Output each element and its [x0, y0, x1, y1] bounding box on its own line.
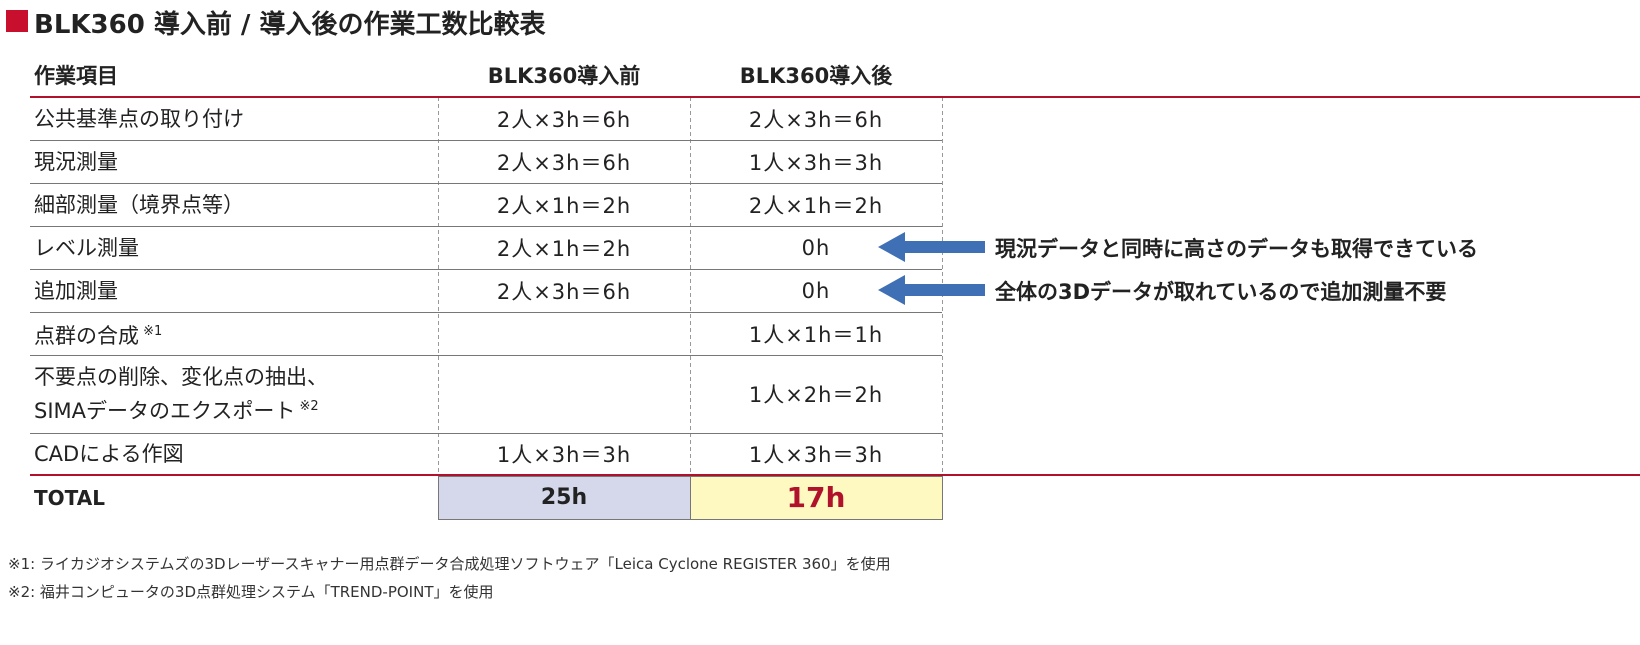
item-text: 細部測量（境界点等） — [34, 192, 244, 217]
item-line: 不要点の削除、変化点の抽出、 — [34, 362, 434, 392]
value-cell: 2人×3h＝6h — [748, 107, 884, 132]
value-cell: 2人×3h＝6h — [496, 279, 632, 304]
item-cell: 不要点の削除、変化点の抽出、 SIMAデータのエクスポート ※2 — [34, 355, 434, 433]
item-cell: 追加測量 — [34, 269, 434, 312]
item-line: 現況測量 — [34, 147, 434, 177]
header-cell: BLK360導入後 — [739, 64, 893, 88]
value-cell: 2人×3h＝6h — [496, 150, 632, 175]
item-line: 追加測量 — [34, 276, 434, 306]
value-cell: 1人×1h＝1h — [748, 322, 884, 347]
item-cell: CADによる作図 — [34, 433, 434, 475]
annotation: 全体の3Dデータが取れているので追加測量不要 — [995, 279, 1447, 304]
item-line: 公共基準点の取り付け — [34, 104, 434, 134]
value-cell: 1人×2h＝2h — [748, 383, 884, 407]
total-after: 17h — [786, 481, 846, 514]
footnote: ※1: ライカジオシステムズの3Dレーザースキャナー用点群データ合成処理ソフトウ… — [8, 555, 891, 573]
item-cell: 細部測量（境界点等） — [34, 183, 434, 226]
item-line: 細部測量（境界点等） — [34, 190, 434, 220]
item-cell: 現況測量 — [34, 140, 434, 183]
footnote: ※2: 福井コンピュータの3D点群処理システム「TREND-POINT」を使用 — [8, 583, 494, 601]
header-cell: 作業項目 — [34, 64, 118, 88]
item-line: 点群の合成 ※1 — [34, 317, 434, 351]
item-text: 現況測量 — [34, 149, 118, 174]
item-text: 点群の合成 — [34, 323, 139, 348]
value-cell: 0h — [801, 235, 831, 260]
item-text: SIMAデータのエクスポート — [34, 399, 296, 423]
item-cell: 点群の合成 ※1 — [34, 312, 434, 355]
item-cell: 公共基準点の取り付け — [34, 97, 434, 140]
value-cell: 1人×3h＝3h — [496, 443, 632, 467]
value-cell: 1人×3h＝3h — [748, 150, 884, 175]
header-cell: BLK360導入前 — [487, 64, 641, 88]
note-mark: ※2 — [295, 399, 319, 414]
value-cell: 2人×1h＝2h — [496, 193, 632, 218]
item-line: レベル測量 — [34, 233, 434, 263]
value-cell: 1人×3h＝3h — [748, 443, 884, 467]
annotation: 現況データと同時に高さのデータも取得できている — [995, 236, 1478, 261]
item-text: 不要点の削除、変化点の抽出、 — [34, 365, 328, 389]
value-cell: 2人×3h＝6h — [496, 107, 632, 132]
total-before: 25h — [540, 485, 588, 510]
value-cell: 2人×1h＝2h — [496, 236, 632, 261]
title-marker — [6, 10, 28, 32]
item-text: レベル測量 — [34, 235, 139, 260]
total-label: TOTAL — [34, 485, 105, 510]
item-text: 公共基準点の取り付け — [34, 106, 244, 131]
value-cell: 0h — [801, 278, 831, 303]
item-text: CADによる作図 — [34, 442, 184, 466]
item-cell: レベル測量 — [34, 226, 434, 269]
item-line: SIMAデータのエクスポート ※2 — [34, 392, 434, 426]
title: BLK360 導入前 / 導入後の作業工数比較表 — [34, 10, 546, 40]
note-mark: ※1 — [139, 323, 163, 339]
value-cell: 2人×1h＝2h — [748, 193, 884, 218]
item-line: CADによる作図 — [34, 439, 434, 469]
item-text: 追加測量 — [34, 278, 118, 303]
